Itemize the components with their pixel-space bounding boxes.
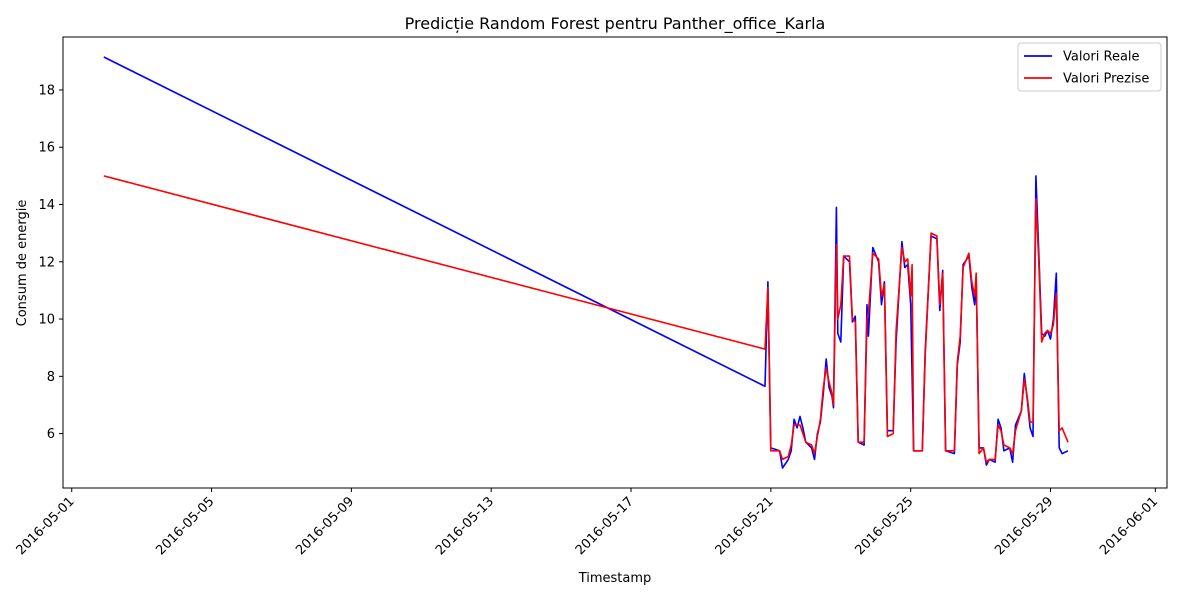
y-tick-label: 16 [38,141,55,156]
x-tick-label: 2016-05-13 [433,494,497,558]
legend-label: Valori Prezise [1063,72,1149,87]
axis-ticks: 6 8 10 12 14 16 18 2016-05-01 2016-05-05 2016-05-… [14,83,1162,558]
legend-box [1017,42,1162,92]
series-line-predicted [103,175,1069,463]
x-tick-label: 2016-05-05 [153,494,217,558]
chart-title: Predicție Random Forest pentru Panther_o… [405,14,826,34]
y-tick-label: 12 [38,255,55,270]
x-tick-label: 2016-05-01 [14,494,78,558]
x-axis-title: Timestamp [578,571,652,586]
y-tick-label: 18 [38,83,55,98]
x-tick-label: 2016-05-17 [573,494,637,558]
x-tick-label: 2016-05-09 [293,494,357,558]
y-tick-label: 14 [38,198,55,213]
legend-label: Valori Reale [1063,50,1140,65]
x-tick-label: 2016-05-25 [852,494,916,558]
x-tick-label: 2016-05-29 [992,494,1056,558]
plot-frame [62,36,1168,489]
x-tick-label: 2016-05-21 [713,494,777,558]
y-tick-label: 6 [47,427,55,442]
x-tick-label: 2016-06-01 [1097,494,1161,558]
y-tick-label: 10 [38,313,55,328]
plot-area [62,36,1168,489]
legend: Valori Reale Valori Prezise [1017,42,1162,92]
y-axis-title: Consum de energie [15,200,30,327]
y-tick-label: 8 [47,370,55,385]
